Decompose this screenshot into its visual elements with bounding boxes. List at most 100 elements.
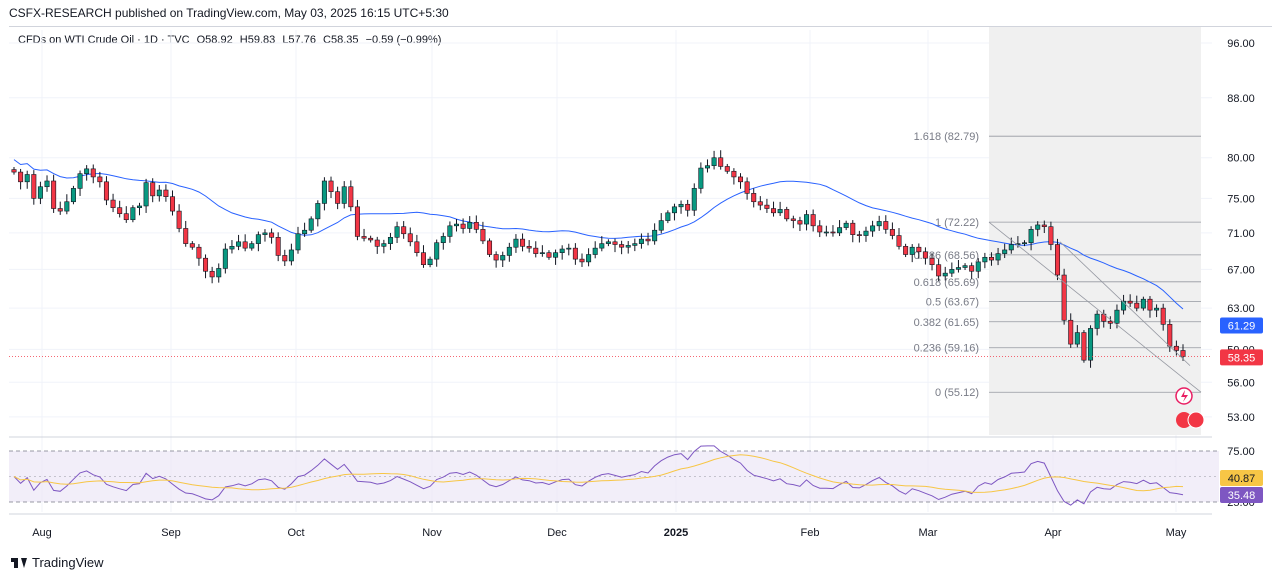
candle-body	[698, 167, 704, 189]
candle-body	[995, 253, 1001, 261]
candle	[837, 220, 843, 237]
ma-value-tag: 61.29	[1228, 320, 1256, 332]
candle-body	[612, 241, 618, 245]
fib-level-label: 0.382 (61.65)	[914, 317, 979, 329]
candle	[533, 241, 539, 258]
ma-value-tag-bg	[1220, 317, 1263, 334]
candle	[1088, 325, 1094, 368]
candle-body	[288, 249, 294, 262]
candle-body	[1028, 229, 1034, 244]
candle-body	[559, 248, 565, 253]
candle-body	[870, 225, 876, 232]
candle	[269, 228, 275, 244]
candle	[130, 205, 136, 223]
candle	[163, 184, 169, 202]
candle-body	[526, 246, 532, 249]
candle	[123, 206, 129, 223]
candle-body	[269, 232, 275, 238]
moving-average-line	[13, 159, 1184, 310]
candle-body	[506, 246, 512, 256]
candle-body	[123, 213, 129, 221]
candle-body	[222, 248, 228, 269]
candle	[1048, 221, 1054, 251]
chart-frame	[9, 26, 1272, 547]
candle-body	[955, 267, 961, 270]
last-price-tag-bg	[1220, 349, 1263, 366]
candle	[493, 251, 499, 268]
candle	[995, 247, 1001, 266]
candle	[843, 220, 849, 231]
candle	[31, 170, 37, 205]
candle-body	[553, 252, 559, 258]
candle	[51, 174, 57, 213]
time-tick-label: Mar	[919, 527, 938, 539]
candle-body	[249, 243, 255, 249]
candle-body	[691, 188, 697, 211]
candle-body	[843, 222, 849, 228]
candle-body	[354, 206, 360, 237]
candle	[255, 231, 261, 252]
publisher-caption: CSFX-RESEARCH published on TradingView.c…	[9, 6, 449, 20]
price-tick-label: 53.00	[1227, 412, 1255, 424]
price-tick-label: 56.00	[1227, 377, 1255, 389]
candle	[592, 241, 598, 259]
candle	[288, 243, 294, 266]
candle-body	[209, 270, 215, 278]
candle-body	[1088, 328, 1094, 361]
time-tick-label: Feb	[801, 527, 820, 539]
candle-body	[117, 207, 123, 214]
candle-body	[1147, 298, 1153, 311]
highlight-range	[989, 27, 1201, 435]
candle	[37, 181, 43, 205]
axis-tags: 61.29 58.35 40.87 35.48	[1220, 317, 1263, 503]
candle	[645, 232, 651, 246]
fib-level-label: 1.618 (82.79)	[914, 131, 979, 143]
candle	[242, 234, 248, 252]
candle-body	[751, 193, 757, 203]
candle-body	[638, 238, 644, 244]
candle	[698, 162, 704, 194]
candle	[321, 177, 327, 211]
candle-body	[381, 243, 387, 247]
candle	[975, 258, 981, 279]
candle-body	[447, 225, 453, 237]
us-flag-icon-2	[1187, 411, 1205, 429]
candle-body	[520, 238, 526, 247]
candle-body	[97, 176, 103, 183]
candle-body	[1121, 300, 1127, 311]
candle	[328, 176, 334, 199]
rsi-pane: 75.0025.00	[9, 445, 1255, 509]
candle-body	[236, 241, 242, 247]
tradingview-brand[interactable]: TradingView	[11, 555, 104, 570]
candle	[189, 241, 195, 250]
candle-body	[916, 246, 922, 253]
candle-body	[1035, 224, 1041, 230]
time-tick-label: 2025	[664, 527, 688, 539]
candle-body	[539, 252, 545, 254]
candle-body	[1048, 226, 1054, 245]
candle	[394, 221, 400, 244]
candle	[889, 222, 895, 240]
candle-body	[586, 254, 592, 263]
candle-body	[500, 255, 506, 261]
candle	[757, 196, 763, 211]
candle-body	[156, 189, 162, 197]
candle-body	[401, 226, 407, 235]
candle-body	[513, 238, 519, 248]
candle-body	[434, 242, 440, 260]
candle-body	[103, 181, 109, 201]
rsi-value-tag: 35.48	[1228, 490, 1256, 502]
candle-body	[361, 236, 367, 239]
candle	[876, 215, 882, 231]
candle-body	[645, 238, 651, 242]
last-price-tag: 58.35	[1228, 352, 1256, 364]
candle	[150, 178, 156, 203]
price-tick-label: 75.00	[1227, 193, 1255, 205]
candle	[704, 159, 710, 173]
candle-body	[1114, 309, 1120, 324]
candle	[652, 223, 658, 245]
candle	[262, 229, 268, 242]
candle	[183, 220, 189, 247]
candle	[500, 251, 506, 268]
